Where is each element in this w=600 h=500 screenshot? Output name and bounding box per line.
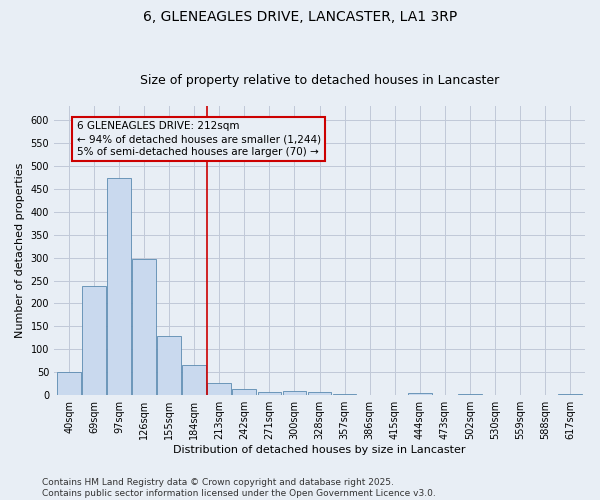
Bar [408,394,431,395]
Bar [283,390,307,395]
Bar [157,336,181,395]
Text: Contains HM Land Registry data © Crown copyright and database right 2025.
Contai: Contains HM Land Registry data © Crown c… [42,478,436,498]
Bar [308,392,331,395]
Bar [133,258,156,395]
Bar [82,286,106,395]
Bar [182,366,206,395]
Title: Size of property relative to detached houses in Lancaster: Size of property relative to detached ho… [140,74,499,87]
Bar [458,394,482,395]
Bar [558,394,582,395]
Bar [208,383,231,395]
Text: 6, GLENEAGLES DRIVE, LANCASTER, LA1 3RP: 6, GLENEAGLES DRIVE, LANCASTER, LA1 3RP [143,10,457,24]
Bar [107,178,131,395]
Text: 6 GLENEAGLES DRIVE: 212sqm
← 94% of detached houses are smaller (1,244)
5% of se: 6 GLENEAGLES DRIVE: 212sqm ← 94% of deta… [77,121,321,158]
Bar [57,372,81,395]
Bar [232,389,256,395]
Bar [332,394,356,395]
X-axis label: Distribution of detached houses by size in Lancaster: Distribution of detached houses by size … [173,445,466,455]
Bar [257,392,281,395]
Y-axis label: Number of detached properties: Number of detached properties [15,163,25,338]
